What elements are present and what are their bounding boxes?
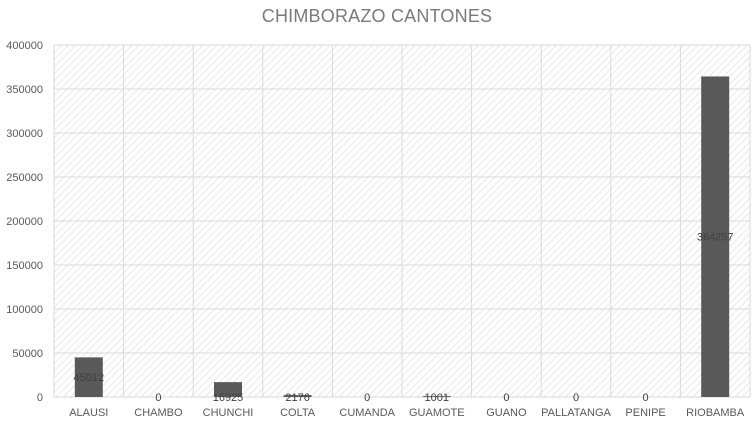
y-tick-label: 100000 [6,304,43,316]
gridlines [53,44,751,398]
bar [214,382,242,397]
x-category-label: CHAMBO [134,407,183,419]
x-axis: ALAUSI CHAMBO CHUNCHI COLTA CUMANDA GUAMOTE GU… [69,407,745,419]
y-tick-label: 50000 [12,348,43,360]
y-tick-label: 250000 [6,172,43,184]
x-category-label: RIOBAMBA [686,407,745,419]
bar [422,396,451,397]
data-labels: 45012 0 16925 2176 0 1001 0 0 0 364257 [74,232,734,404]
x-category-label: ALAUSI [69,407,108,419]
bars [74,76,730,397]
data-label: 0 [155,392,161,404]
x-category-label: CHUNCHI [203,407,254,419]
data-label: 0 [643,392,649,404]
y-tick-label: 0 [37,392,43,404]
data-label: 45012 [74,372,105,384]
x-category-label: CUMANDA [339,407,395,419]
y-tick-label: 200000 [6,216,43,228]
x-category-label: COLTA [280,407,316,419]
chart-title: CHIMBORAZO CANTONES [261,6,493,26]
y-tick-label: 150000 [6,260,43,272]
x-category-label: GUANO [486,407,527,419]
y-tick-label: 300000 [6,128,43,140]
data-label: 2176 [285,392,309,404]
data-label: 0 [364,392,370,404]
bar [74,357,103,397]
data-label: 0 [503,392,509,404]
bar [701,76,730,397]
bar [283,395,312,397]
x-category-label: GUAMOTE [409,407,465,419]
data-label: 0 [573,392,579,404]
data-label: 1001 [425,392,449,404]
y-tick-label: 350000 [6,84,43,96]
data-label: 16925 [213,392,244,404]
x-category-label: PALLATANGA [541,407,611,419]
x-category-label: PENIPE [625,407,665,419]
y-tick-label: 400000 [6,40,43,52]
data-label: 364257 [697,232,734,244]
y-axis: 0 50000 100000 150000 200000 250000 300000 3500… [6,40,43,404]
